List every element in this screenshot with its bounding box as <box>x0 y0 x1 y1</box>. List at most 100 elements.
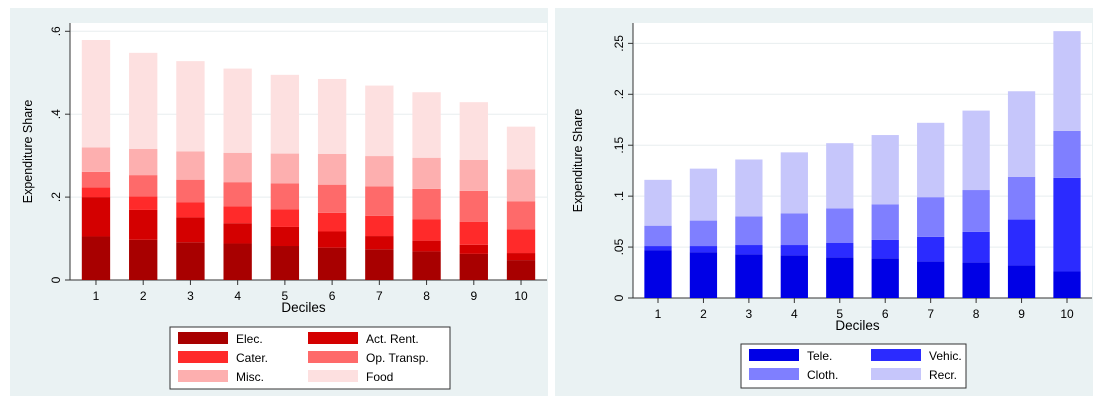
bar-segment-vehic <box>644 246 672 251</box>
bar-segment-recr <box>689 168 718 221</box>
bar-segment-cater <box>129 196 158 210</box>
legend-label: Tele. <box>807 349 832 363</box>
bar-segment-act-rent <box>270 226 300 247</box>
x-tick-label: 6 <box>882 307 889 321</box>
x-tick-label: 8 <box>423 289 430 303</box>
bar-segment-misc <box>459 159 488 191</box>
bar-segment-tele <box>644 250 672 298</box>
legend-swatch <box>308 332 358 344</box>
bar-segment-tele <box>826 257 854 298</box>
legend-swatch <box>749 349 799 361</box>
x-tick-label: 2 <box>140 289 147 303</box>
x-axis-title: Deciles <box>835 318 880 333</box>
x-tick-label: 10 <box>1060 307 1074 321</box>
legend-swatch <box>308 370 358 382</box>
bar-segment-cater <box>223 206 252 224</box>
bar-segment-cloth <box>1007 176 1036 220</box>
bar-segment-cloth <box>780 213 808 246</box>
bar-segment-vehic <box>871 239 899 259</box>
bar-segment-tele <box>780 255 808 298</box>
x-tick-label: 3 <box>187 289 194 303</box>
legend-label: Cloth. <box>807 368 838 382</box>
bar-segment-tele <box>962 262 990 298</box>
bar-segment-elec <box>129 239 158 280</box>
x-tick-label: 6 <box>329 289 336 303</box>
bar-segment-food <box>270 74 300 154</box>
legend-label: Vehic. <box>929 349 962 363</box>
bar-segment-elec <box>459 253 488 280</box>
bar-segment-cloth <box>689 220 718 247</box>
bar-segment-elec <box>270 246 300 280</box>
bar-segment-cloth <box>1053 130 1081 178</box>
bar-segment-cater <box>412 219 441 241</box>
bar-segment-op-transp <box>459 190 488 222</box>
bar-segment-food <box>223 68 252 153</box>
bar-segment-food <box>506 126 536 170</box>
bar-segment-elec <box>412 251 441 280</box>
legend-label: Cater. <box>236 351 268 365</box>
bar-segment-recr <box>917 122 945 198</box>
x-tick-label: 7 <box>927 307 934 321</box>
bar-segment-food <box>317 78 347 154</box>
bar-segment-cloth <box>917 197 945 237</box>
bar-segment-cater <box>270 209 300 227</box>
bar-segment-misc <box>176 151 205 180</box>
bar-segment-cater <box>506 229 536 254</box>
bar-segment-vehic <box>962 231 990 263</box>
bar-segment-tele <box>917 261 945 298</box>
legend-swatch <box>749 368 799 380</box>
legend-swatch <box>308 351 358 363</box>
y-tick-label: .2 <box>612 89 626 99</box>
y-tick-label: 0 <box>612 294 626 301</box>
bar-segment-recr <box>644 179 672 226</box>
legend-label: Recr. <box>929 368 957 382</box>
left-chart-panel: 0 .2 .4 .6 1 2 3 4 5 6 7 8 9 10 Deciles Expenditure Sha… <box>10 8 548 396</box>
y-tick-label: 0 <box>49 276 63 283</box>
bar-segment-elec <box>506 260 536 280</box>
y-axis-title: Expenditure Share <box>571 109 585 213</box>
bar-segment-elec <box>223 243 252 280</box>
bar-segment-tele <box>1053 271 1081 298</box>
left-chart-svg: 0 .2 .4 .6 1 2 3 4 5 6 7 8 9 10 Deciles Expenditure Sha… <box>21 23 547 390</box>
bar-segment-act-rent <box>176 217 205 243</box>
y-tick-label: .6 <box>49 26 63 36</box>
right-chart-svg: 0 .05 .1 .15 .2 .25 1 2 3 4 5 6 7 8 9 10 Deciles Expendit… <box>571 23 1092 389</box>
legend-label: Op. Transp. <box>366 351 429 365</box>
bar-segment-vehic <box>780 245 808 256</box>
x-tick-label: 4 <box>234 289 241 303</box>
bar-segment-recr <box>962 110 990 191</box>
bar-segment-tele <box>689 252 718 298</box>
bar-segment-cater <box>81 187 111 198</box>
bar-segment-recr <box>780 152 808 214</box>
x-tick-label: 9 <box>470 289 477 303</box>
bar-segment-food <box>81 39 111 148</box>
bar-segment-elec <box>176 242 205 280</box>
legend-label: Act. Rent. <box>366 332 419 346</box>
bar-segment-elec <box>317 247 347 280</box>
bar-segment-elec <box>81 236 111 280</box>
x-tick-label: 3 <box>746 307 753 321</box>
bar-segment-misc <box>317 153 347 185</box>
bar-segment-act-rent <box>412 240 441 252</box>
bar-segment-op-transp <box>81 171 111 188</box>
y-axis-title: Expenditure Share <box>21 100 35 204</box>
bar-segment-vehic <box>1053 177 1081 272</box>
bar-segment-food <box>459 102 488 160</box>
bar-segment-cater <box>459 221 488 245</box>
bar-segment-act-rent <box>223 223 252 244</box>
right-chart-panel: 0 .05 .1 .15 .2 .25 1 2 3 4 5 6 7 8 9 10 Deciles Expendit… <box>555 8 1093 396</box>
bar-segment-cater <box>317 212 347 232</box>
bar-segment-food <box>412 92 441 158</box>
bar-segment-cloth <box>735 216 763 246</box>
bar-segment-misc <box>506 169 536 202</box>
bar-segment-vehic <box>735 245 763 255</box>
legend-swatch <box>871 368 921 380</box>
bar-segment-recr <box>871 135 899 205</box>
legend-swatch <box>178 370 228 382</box>
y-tick-label: .25 <box>612 35 626 52</box>
bar-segment-vehic <box>826 243 854 258</box>
x-tick-label: 9 <box>1018 307 1025 321</box>
bar-segment-act-rent <box>365 236 394 250</box>
bar-segment-act-rent <box>317 231 347 248</box>
x-tick-label: 2 <box>700 307 707 321</box>
